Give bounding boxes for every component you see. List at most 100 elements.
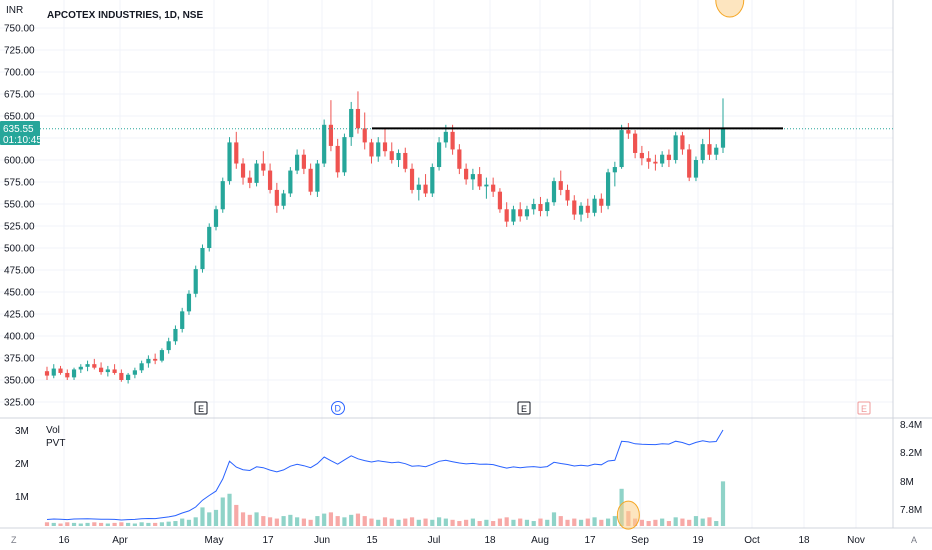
candle-body	[180, 311, 185, 329]
candle	[132, 367, 137, 379]
candle	[382, 128, 388, 157]
candle-body	[660, 154, 665, 164]
volume-bar	[376, 519, 381, 526]
volume-highlight-circle	[715, 0, 745, 18]
candle-body	[78, 366, 83, 370]
candle-body	[58, 368, 63, 373]
candle-body	[450, 131, 455, 150]
candle	[349, 101, 354, 146]
candle-body	[592, 198, 597, 213]
candle	[342, 133, 347, 176]
candle	[220, 177, 225, 213]
volume-bar	[720, 481, 726, 526]
volume-bar	[78, 523, 83, 526]
candle	[274, 182, 279, 213]
volume-bar	[646, 521, 651, 526]
volume-bar	[700, 518, 705, 526]
candle	[653, 154, 658, 171]
candle	[234, 131, 239, 169]
candle-body	[443, 131, 448, 143]
candle-body	[65, 372, 70, 378]
time-axis-label: Jun	[314, 535, 330, 546]
candle-body	[585, 205, 590, 213]
candle-body	[153, 358, 158, 361]
volume-bar	[639, 519, 644, 526]
candle	[308, 163, 313, 196]
event-marker-earnings-1[interactable]: E	[194, 401, 208, 415]
volume-bar	[166, 521, 171, 526]
volume-bar	[673, 517, 678, 526]
volume-bar	[382, 517, 388, 526]
volume-bar	[159, 522, 165, 526]
candle-body	[599, 198, 604, 206]
candle	[139, 360, 144, 373]
candle-body	[322, 124, 327, 164]
candle-body	[423, 184, 428, 194]
volume-bar	[477, 521, 482, 526]
candle-body	[44, 371, 50, 376]
volume-bar	[322, 513, 327, 526]
time-axis-label: 17	[262, 535, 274, 546]
candle-body	[491, 184, 496, 192]
auto-scale-button[interactable]: A	[904, 530, 926, 548]
volume-bar	[504, 517, 509, 526]
volume-bar	[450, 519, 455, 526]
candle	[193, 265, 198, 298]
candle	[315, 160, 320, 197]
volume-bar	[491, 521, 496, 526]
candle-body	[700, 144, 705, 160]
candle	[491, 177, 496, 197]
zoom-button[interactable]: Z	[4, 530, 26, 548]
candle-body	[457, 149, 462, 169]
time-axis-label: 18	[798, 535, 810, 546]
event-marker-earnings-future[interactable]: E	[857, 401, 871, 415]
volume-bar	[436, 517, 442, 526]
volume-bar	[396, 519, 401, 526]
volume-bar	[518, 518, 523, 526]
price-axis-label: 700.00	[4, 68, 35, 79]
candle-body	[369, 142, 374, 157]
candle	[430, 163, 435, 197]
volume-bar	[714, 521, 719, 526]
candle	[355, 91, 361, 134]
candle-body	[146, 358, 151, 364]
time-axis-labels[interactable]: 16 Apr May 17 Jun 15 Jul 18 Aug 17 Sep 19 Oct 18 Nov	[58, 535, 864, 546]
candle	[119, 369, 124, 382]
candle	[518, 202, 523, 222]
candle	[335, 138, 340, 178]
candle-body	[193, 269, 198, 294]
pvt-axis-label: 8.2M	[900, 448, 922, 459]
volume-bar	[153, 522, 158, 526]
pvt-axis-label: 7.8M	[900, 505, 922, 516]
pvt-indicator-label[interactable]: PVT	[46, 438, 65, 449]
volume-indicator-label[interactable]: Vol	[46, 425, 60, 436]
event-marker-earnings-2[interactable]: E	[517, 401, 531, 415]
volume-bar	[707, 517, 712, 526]
volume-bar	[585, 518, 590, 526]
volume-bar	[173, 521, 178, 526]
time-axis-label: Apr	[112, 535, 128, 546]
event-marker-dividend[interactable]: D	[331, 401, 345, 415]
volume-axis-label: 3M	[15, 426, 29, 437]
volume-bar	[660, 518, 665, 526]
candle	[707, 128, 712, 160]
candle-body	[328, 124, 334, 146]
candle	[585, 198, 590, 219]
volume-bar	[240, 512, 246, 526]
volume-bar	[687, 519, 692, 526]
candle	[626, 123, 631, 139]
candle-body	[71, 369, 77, 378]
candle-body	[132, 370, 137, 375]
volume-bar	[308, 519, 313, 526]
auto-scale-button-label: A	[911, 535, 917, 545]
candle	[470, 168, 475, 190]
candle	[599, 193, 604, 213]
pvt-line	[46, 429, 724, 521]
volume-bar	[680, 518, 685, 526]
volume-bar	[484, 519, 489, 526]
price-axis-label: 475.00	[4, 266, 35, 277]
candle-body	[518, 209, 523, 217]
price-axis-label: 675.00	[4, 90, 35, 101]
volume-bar	[389, 518, 394, 526]
